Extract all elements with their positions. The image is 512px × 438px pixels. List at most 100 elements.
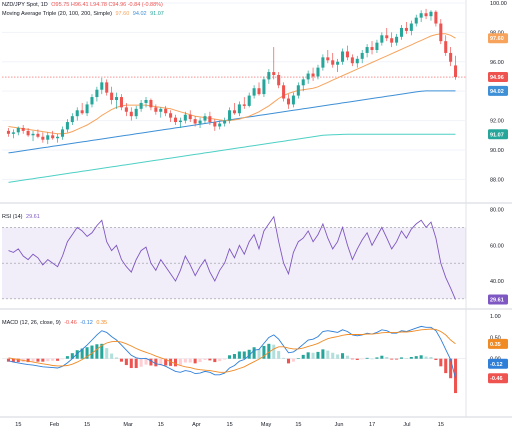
macd-histogram-bar [365,357,369,359]
macd-tag: -0.12 [488,358,508,369]
candle-body [105,82,109,93]
candle-body [213,122,217,127]
candle-body [164,108,168,114]
ma20-line [8,33,456,135]
candle-body [31,133,35,136]
signal-line [8,328,456,373]
candle-body [56,136,60,139]
macd-histogram-bar [60,358,65,360]
signal-value: -0.12 [80,320,93,326]
candle-body [390,38,394,43]
ma200-line [8,133,456,183]
macd-histogram-bar [46,358,50,362]
macd-histogram-bar [409,356,413,359]
macd-tick-label: 1.00 [490,314,501,320]
macd-histogram-bar [95,344,99,359]
candle-body [301,79,305,86]
candle-body [409,23,413,31]
price-tick-label: 100.00 [490,1,507,7]
candle-body [134,108,138,117]
candle-body [242,104,246,106]
candle-body [6,130,10,134]
macd-histogram-bar [395,358,399,360]
macd-histogram-bar [173,358,178,367]
candle-body [26,130,30,136]
candle-body [198,120,202,124]
histogram-tag-bg [488,373,508,384]
candle-body [321,57,325,68]
macd-histogram-bar [110,353,114,359]
time-tick-label: Jun [335,422,344,428]
rsi-label[interactable]: RSI (14) [2,214,23,220]
macd-histogram-bar [277,351,281,359]
candle-body [311,73,315,77]
macd-histogram-bar [404,358,408,359]
macd-histogram-bar [331,352,335,359]
ma100-value: 94.02 [132,11,147,17]
macd-histogram-bar [105,348,109,359]
time-tick-label: May [261,422,272,428]
candle-body [60,129,65,137]
candle-body [365,47,369,53]
macd-histogram-bar [360,358,364,360]
macd-histogram-bar [6,358,10,362]
price-tag-bg [488,85,508,96]
candle-body [237,104,241,114]
candle-body [286,98,291,105]
price-tag-text: 94.96 [490,75,504,81]
candle-body [90,97,94,105]
ma-label[interactable]: Moving Average Triple (20, 100, 200, Sim… [2,11,112,17]
ma20-value: 97.60 [115,11,130,17]
histogram-tag: -0.46 [488,373,508,384]
macd-histogram-bar [252,347,256,359]
price-tag-bg [488,72,508,83]
candle-body [399,27,404,37]
rsi-value: 29.61 [26,214,40,220]
macd-histogram-bar [375,357,379,359]
candle-body [149,100,153,108]
candle-body [115,97,119,100]
candle-body [341,51,345,62]
symbol-label[interactable]: NZD/JPY Spot, 1D [2,2,48,8]
ohlc-readout: O95.75 H96.41 L94.78 C94.96 -0.84 (-0.88… [51,2,163,8]
macd-histogram-bar [247,349,251,359]
rsi-tick-label: 60.00 [490,243,504,249]
macd-histogram-bar [316,351,320,359]
candle-body [360,52,364,59]
candle-body [188,114,192,120]
price-legend: NZD/JPY Spot, 1D O95.75 H96.41 L94.78 C9… [2,2,165,9]
macd-histogram-bar [336,354,340,359]
candle-body [223,120,227,124]
macd-histogram-bar [350,358,354,360]
price-tag: 94.96 [488,72,508,83]
rsi-tag: 29.61 [488,294,508,305]
macd-label[interactable]: MACD (12, 26, close, 9) [2,320,61,326]
time-tick-label: 15 [84,422,90,428]
macd-histogram-bar [85,347,89,359]
candle-body [75,110,79,117]
candle-body [375,42,379,50]
candle-body [262,79,266,95]
candle-body [139,102,143,109]
rsi-tag-bg [488,294,508,305]
macd-histogram-bar [198,358,202,363]
macd-histogram-bar [16,358,20,363]
macd-histogram-bar [267,343,271,359]
candle-body [193,119,197,124]
macd-histogram-bar [286,358,291,364]
macd-histogram-bar [355,358,359,360]
time-tick-label: Feb [50,422,59,428]
candle-body [95,89,99,98]
macd-histogram-bar [26,358,30,363]
macd-histogram-bar [188,358,192,363]
price-tag-bg [488,129,508,140]
candle-body [159,108,163,112]
rsi-tick-label: 80.00 [490,208,504,214]
candle-body [331,60,335,65]
macd-histogram-bar [444,358,448,374]
price-tag: 94.02 [488,85,508,96]
macd-line [8,325,456,379]
macd-histogram-bar [203,358,207,360]
macd-histogram-bar [41,358,45,362]
